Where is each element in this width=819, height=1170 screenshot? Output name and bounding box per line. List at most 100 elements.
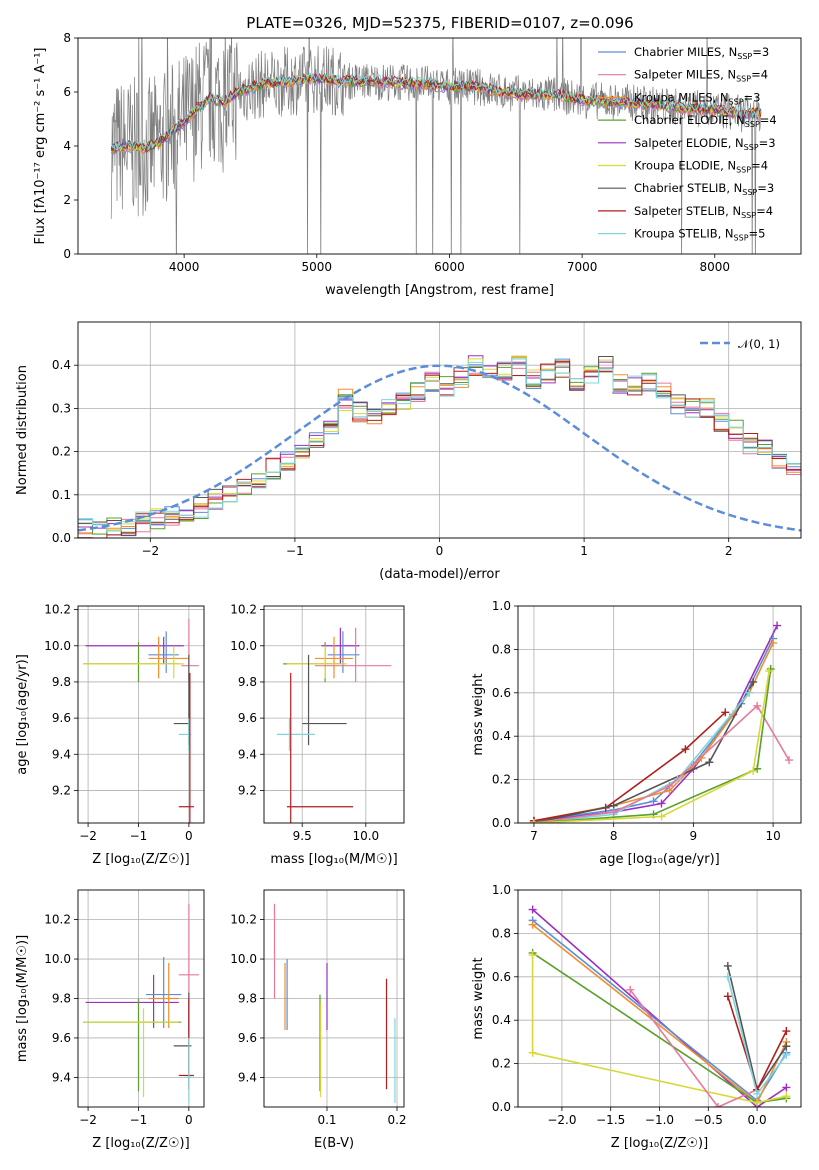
mass-weight-marker: [657, 812, 666, 821]
mass-weight-line: [533, 670, 770, 823]
mass-weight-marker: [609, 808, 618, 817]
mass-weight-marker: [665, 782, 674, 791]
mass-weight-line: [629, 989, 758, 1107]
y-tick-label: 10.2: [230, 913, 257, 927]
x-tick-label: −1: [130, 1113, 148, 1127]
y-tick-label: 0.1: [52, 488, 71, 502]
massweight-vs-Z-panel: −2.0 −1.5 −1.0 −0.5 0.0 0.0 0.2 0.4 0.6 0.8 1.0 Z […: [471, 883, 802, 1151]
legend-entry: Kroupa ELODIE, NSSP=4: [634, 159, 768, 175]
residual-histogram: [78, 360, 801, 538]
legend-entry: Kroupa MILES, NSSP=3: [634, 90, 760, 106]
y-axis-label: mass [log₁₀(M/M☉)]: [15, 935, 30, 1062]
x-axis-label: (data-model)/error: [379, 567, 500, 582]
x-tick-label: 6000: [434, 260, 465, 274]
mass-vs-Z-plot-area: [83, 903, 199, 1104]
mass-weight-marker: [649, 797, 658, 806]
mass-weight-marker: [745, 688, 754, 697]
spectrum-plot-area: [110, 38, 762, 254]
mass-weight-line: [533, 681, 754, 823]
axes-frame: [263, 889, 405, 1108]
mass-vs-EBV-panel: 0.1 0.2 9.4 9.6 9.8 10.0 10.2 E(B-V): [230, 889, 407, 1151]
axes-frame: [517, 605, 802, 824]
y-tick-label: 9.6: [52, 1031, 71, 1045]
x-tick-label: −1: [130, 829, 148, 843]
mass-weight-marker: [723, 972, 732, 981]
mass-weight-marker: [753, 1089, 762, 1098]
axes-frame: [77, 321, 802, 539]
massweight-vs-age-plot-area: [529, 621, 794, 823]
y-axis-label: Flux [fλ10⁻¹⁷ erg cm⁻² s⁻¹ A⁻¹]: [33, 48, 48, 245]
x-tick-label: 0.1: [317, 1113, 336, 1127]
mass-weight-marker: [529, 819, 538, 823]
y-tick-label: 9.6: [238, 1031, 257, 1045]
axes-frame: [77, 889, 205, 1108]
y-tick-label: 4: [63, 139, 71, 153]
y-tick-label: 10.2: [44, 913, 71, 927]
x-tick-label: −2: [79, 829, 97, 843]
mass-weight-marker: [626, 985, 635, 994]
x-tick-label: 10.0: [352, 829, 379, 843]
x-tick-label: 0.2: [387, 1113, 406, 1127]
mass-weight-marker: [528, 905, 537, 914]
y-tick-label: 9.4: [52, 1070, 71, 1084]
y-tick-label: 0.2: [492, 773, 511, 787]
mass-weight-marker: [657, 799, 666, 808]
x-tick-label: 0: [185, 829, 193, 843]
mass-weight-marker: [705, 758, 714, 767]
mass-weight-marker: [681, 745, 690, 754]
y-tick-label: 2: [63, 193, 71, 207]
x-tick-label: 5000: [302, 260, 333, 274]
y-axis-label: age [log₁₀(age/yr)]: [15, 654, 30, 775]
mass-weight-marker: [782, 1083, 791, 1092]
y-tick-label: 0.0: [492, 1100, 511, 1114]
x-tick-label: 0: [436, 544, 444, 558]
mass-weight-marker: [749, 677, 758, 686]
y-tick-label: 0.2: [52, 445, 71, 459]
x-tick-label: −2.0: [547, 1113, 576, 1127]
x-tick-label: 2: [725, 544, 733, 558]
x-tick-label: 7: [530, 829, 538, 843]
age-vs-mass-plot-area: [276, 627, 392, 823]
y-axis-label: mass weight: [471, 957, 486, 1039]
x-axis-label: wavelength [Angstrom, rest frame]: [325, 283, 554, 298]
age-vs-Z-panel: −2 −1 0 9.2 9.4 9.6 9.8 10.0 10.2 Z [log₁₀(Z/Z☉)]…: [15, 603, 205, 867]
residuals-panel: −2 −1 0 1 2 0.0 0.1 0.2 0.3 0.4 (data-model)/error…: [15, 321, 802, 582]
x-axis-label: Z [log₁₀(Z/Z☉)]: [611, 1136, 708, 1151]
x-tick-label: −1.5: [596, 1113, 625, 1127]
residuals-plot-area: [78, 355, 801, 538]
y-axis-label: mass weight: [471, 673, 486, 755]
y-tick-label: 0.4: [492, 729, 511, 743]
gaussian-curve: [78, 364, 801, 532]
y-tick-label: 0.3: [52, 401, 71, 415]
y-tick-label: 9.8: [52, 992, 71, 1006]
legend-entry: Chabrier ELODIE, NSSP=4: [634, 113, 777, 129]
x-axis-label: mass [log₁₀(M/M☉)]: [270, 852, 397, 867]
mass-weight-marker: [753, 701, 762, 710]
x-axis-label: E(B-V): [314, 1136, 354, 1151]
model-spectrum-line: [110, 72, 762, 152]
mass-weight-marker: [714, 1103, 723, 1107]
mass-weight-line: [533, 711, 726, 822]
age-vs-Z-plot-area: [83, 618, 199, 823]
y-tick-label: 1.0: [492, 883, 511, 897]
y-tick-label: 0.4: [492, 1013, 511, 1027]
model-spectrum-line: [110, 72, 761, 154]
mass-weight-marker: [773, 621, 782, 630]
y-tick-label: 9.2: [52, 783, 71, 797]
y-tick-label: 10.0: [230, 952, 257, 966]
y-tick-label: 9.8: [238, 992, 257, 1006]
y-tick-label: 9.6: [238, 711, 257, 725]
x-tick-label: 9: [690, 829, 698, 843]
massweight-vs-Z-plot-area: [528, 905, 791, 1107]
x-tick-label: −1: [286, 544, 304, 558]
mass-weight-marker: [753, 1098, 762, 1107]
y-tick-label: 9.4: [238, 747, 257, 761]
y-tick-label: 9.2: [238, 783, 257, 797]
mass-weight-line: [532, 908, 787, 1107]
mass-weight-marker: [782, 1042, 791, 1051]
y-tick-label: 0.2: [492, 1057, 511, 1071]
x-tick-label: 0: [185, 1113, 193, 1127]
mass-weight-marker: [721, 708, 730, 717]
y-tick-label: 6: [63, 85, 71, 99]
